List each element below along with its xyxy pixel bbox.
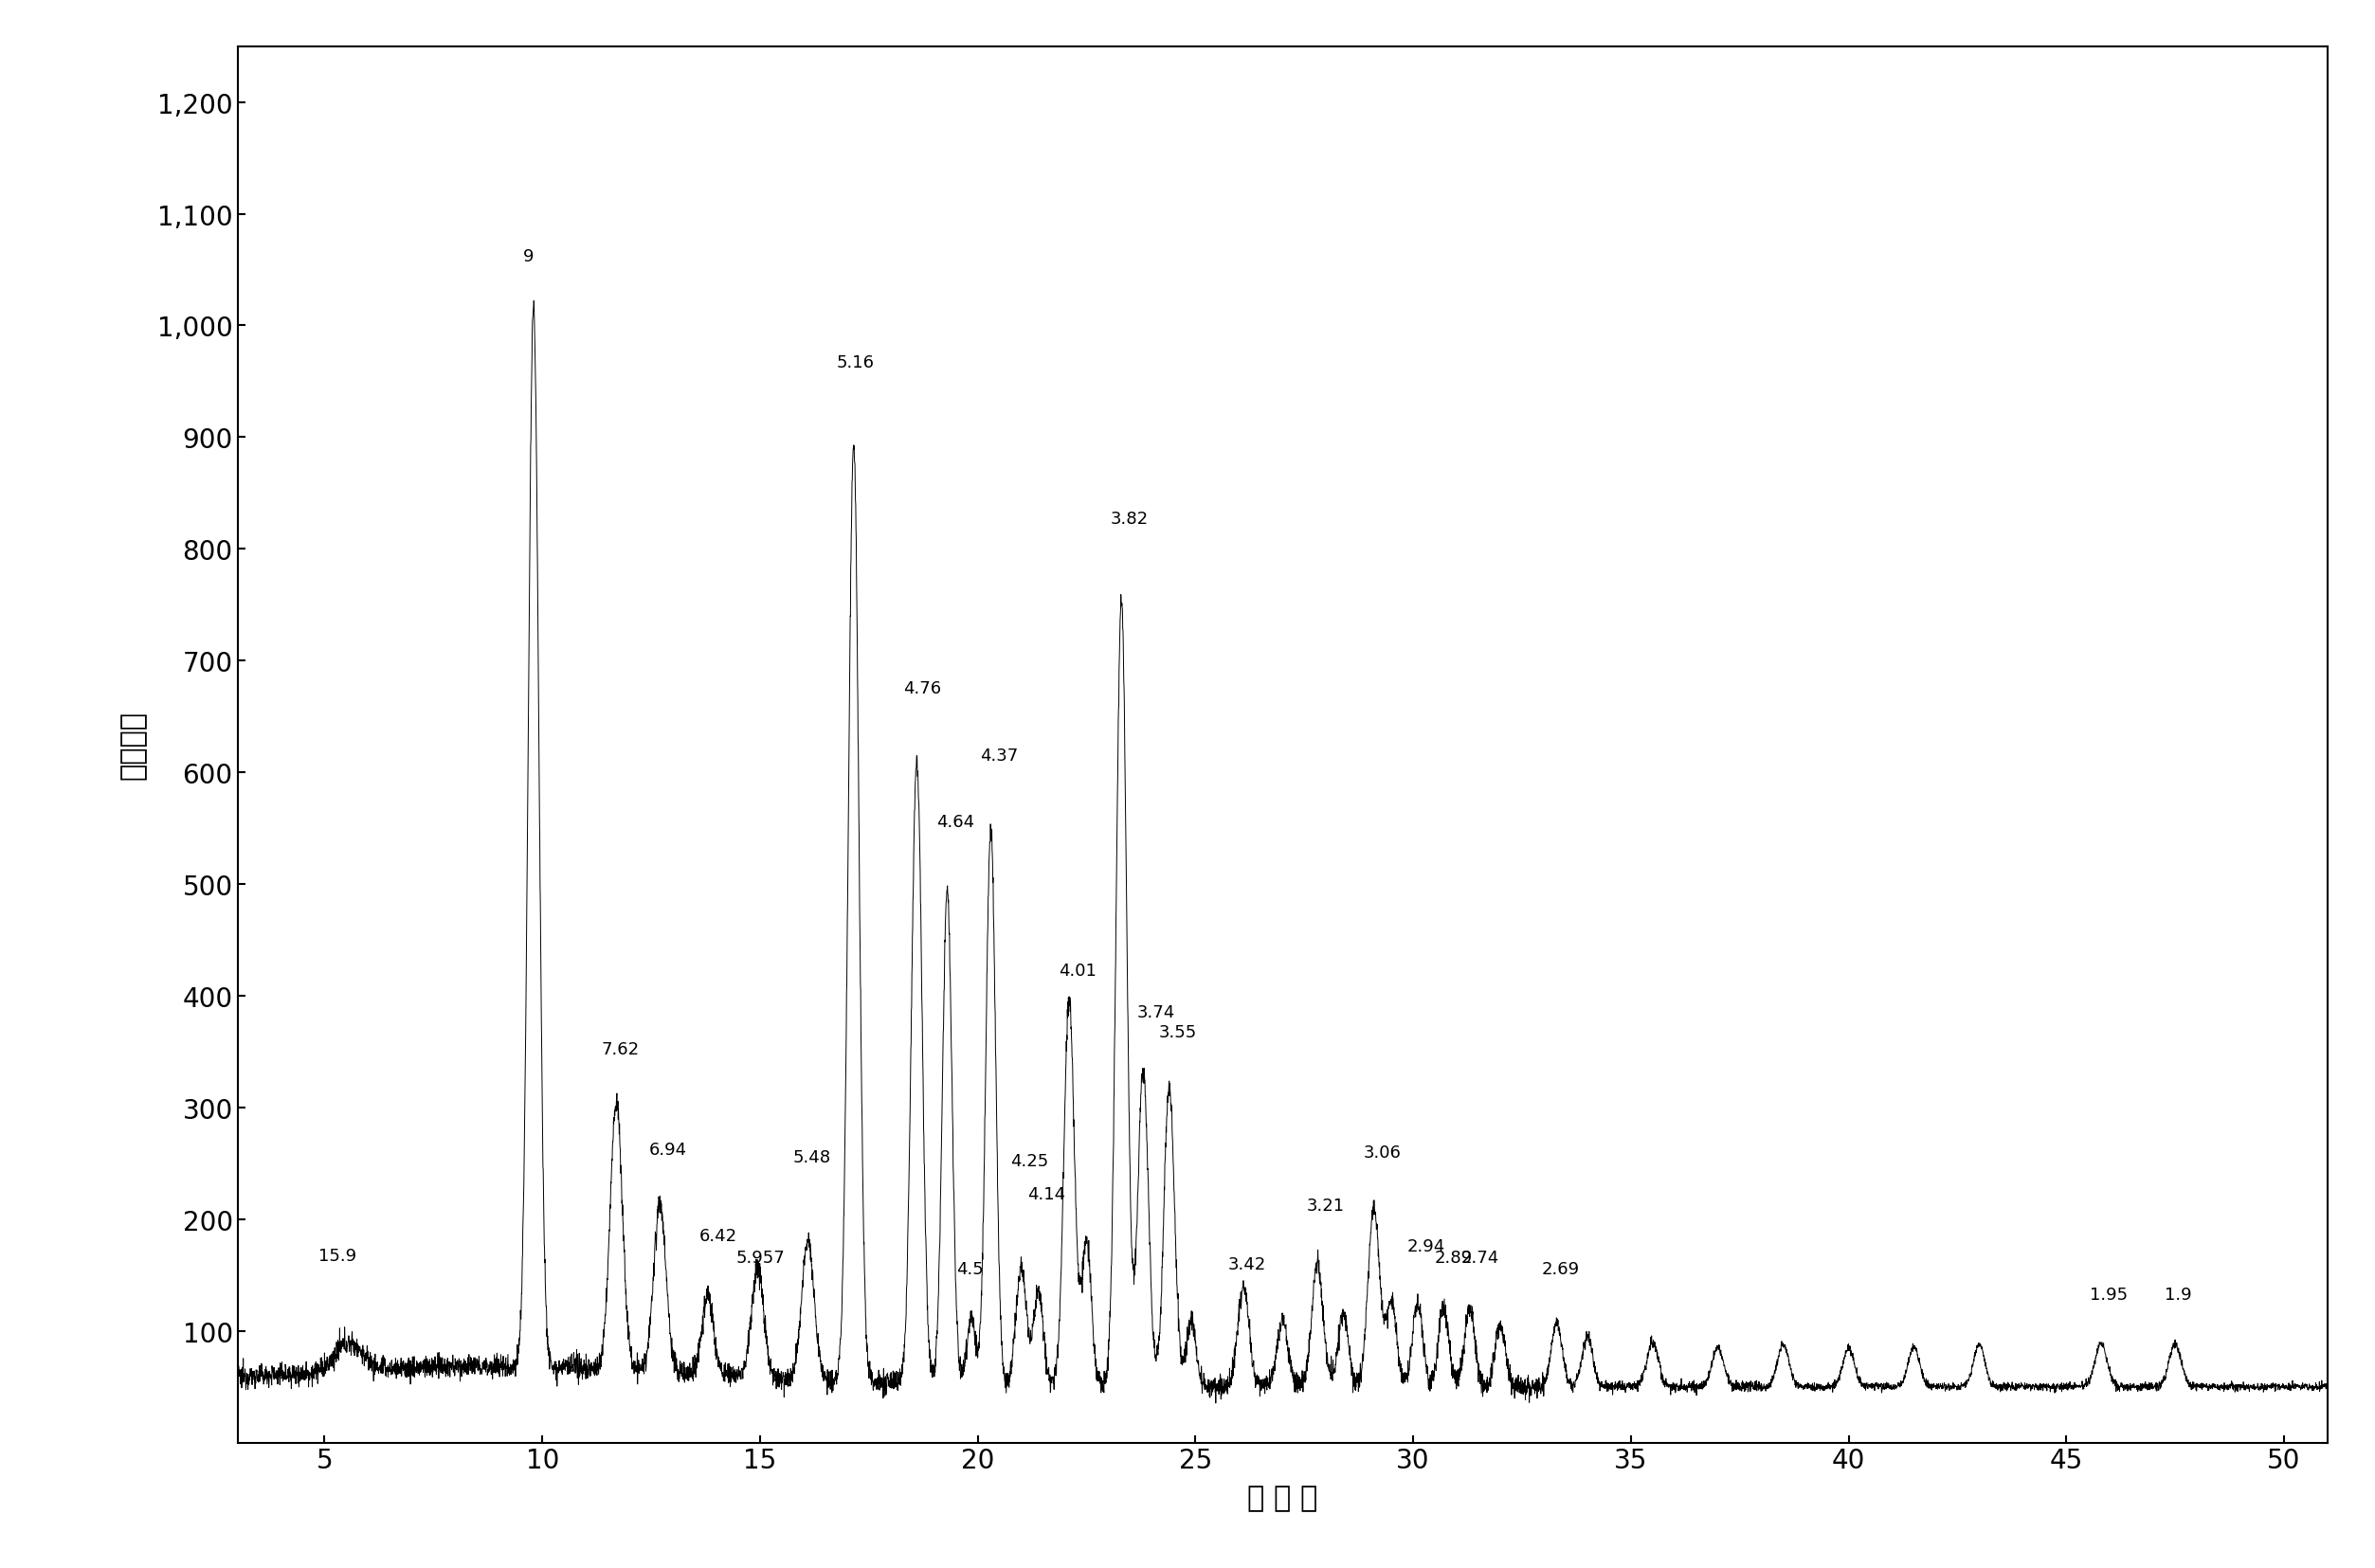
Text: 5.48: 5.48	[793, 1149, 831, 1165]
Text: 4.64: 4.64	[936, 814, 974, 831]
Text: 4.76: 4.76	[902, 681, 943, 696]
Text: 3.82: 3.82	[1112, 510, 1150, 527]
Text: 2.74: 2.74	[1461, 1250, 1499, 1267]
Y-axis label: 衍射強度: 衍射強度	[119, 710, 147, 779]
Text: 6.94: 6.94	[648, 1142, 686, 1157]
Text: 2.94: 2.94	[1406, 1239, 1444, 1254]
Text: 5.957: 5.957	[736, 1250, 786, 1267]
Text: 4.14: 4.14	[1028, 1185, 1066, 1203]
Text: 3.74: 3.74	[1138, 1004, 1176, 1021]
Text: 3.21: 3.21	[1306, 1196, 1344, 1214]
X-axis label: 衍 射 角: 衍 射 角	[1247, 1485, 1318, 1512]
Text: 3.06: 3.06	[1363, 1145, 1401, 1162]
Text: 4.01: 4.01	[1059, 963, 1095, 980]
Text: 3.42: 3.42	[1228, 1256, 1266, 1273]
Text: 1.95: 1.95	[2090, 1286, 2128, 1303]
Text: 5.16: 5.16	[836, 354, 874, 370]
Text: 6.42: 6.42	[698, 1226, 736, 1243]
Text: 7.62: 7.62	[601, 1040, 639, 1057]
Text: 2.89: 2.89	[1434, 1250, 1472, 1267]
Text: 9: 9	[522, 248, 534, 265]
Text: 4.25: 4.25	[1009, 1152, 1047, 1170]
Text: 3.55: 3.55	[1159, 1024, 1197, 1041]
Text: 4.37: 4.37	[981, 746, 1019, 764]
Text: 15.9: 15.9	[318, 1247, 356, 1264]
Text: 2.69: 2.69	[1541, 1261, 1579, 1278]
Text: 1.9: 1.9	[2164, 1286, 2192, 1303]
Text: 4.5: 4.5	[955, 1261, 983, 1278]
